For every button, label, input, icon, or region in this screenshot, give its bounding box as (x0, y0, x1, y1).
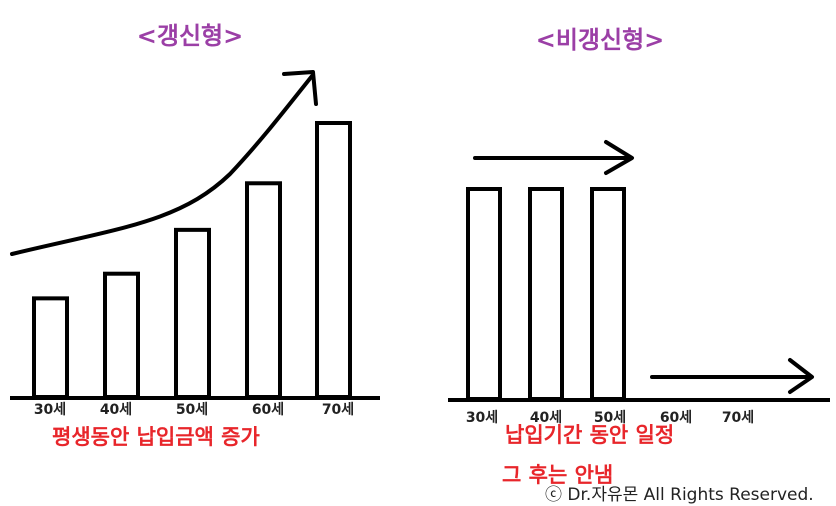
left-rising-arrow-line (10, 74, 314, 256)
left-bar-2 (103, 271, 140, 400)
right-age-label: 60세 (660, 410, 692, 426)
right-bar-1 (466, 187, 502, 401)
right-caption-line1: 납입기간 동안 일정 (505, 423, 674, 447)
left-rising-arrow-head (282, 70, 318, 106)
right-age-label: 40세 (530, 410, 562, 426)
left-bar-1 (32, 296, 69, 399)
right-bar-3 (590, 187, 626, 401)
left-bar-3 (174, 227, 211, 399)
left-age-label: 40세 (100, 402, 132, 418)
left-bar-5 (315, 121, 352, 399)
left-panel-title: <갱신형> (137, 22, 243, 50)
right-age-label: 30세 (466, 410, 498, 426)
left-age-labels: 30세 40세 50세 60세 70세 (34, 402, 354, 418)
left-bars (32, 121, 352, 400)
right-bars (466, 187, 626, 401)
left-bar-4 (245, 181, 282, 399)
copyright-notice: ⓒ Dr.자유몬 All Rights Reserved. (545, 485, 814, 505)
left-age-label: 30세 (34, 402, 66, 418)
left-age-label: 70세 (322, 402, 354, 418)
right-bar-2 (528, 187, 564, 401)
left-age-label: 50세 (176, 402, 208, 418)
right-panel-title: <비갱신형> (536, 26, 665, 54)
right-caption-line2: 그 후는 안냄 (502, 463, 613, 487)
right-age-labels: 30세 40세 50세 60세 70세 (466, 410, 754, 426)
right-age-label: 70세 (722, 410, 754, 426)
right-age-label: 50세 (594, 410, 626, 426)
right-flat-arrow-head (604, 140, 634, 175)
left-age-label: 60세 (252, 402, 284, 418)
left-caption: 평생동안 납입금액 증가 (52, 425, 261, 449)
left-panel: 30세 40세 50세 60세 70세 평생동안 납입금액 증가 (10, 70, 380, 449)
right-zero-arrow-head (788, 358, 814, 394)
right-panel: 30세 40세 50세 60세 70세 납입기간 동안 일정 그 후는 안냄 (448, 140, 830, 487)
